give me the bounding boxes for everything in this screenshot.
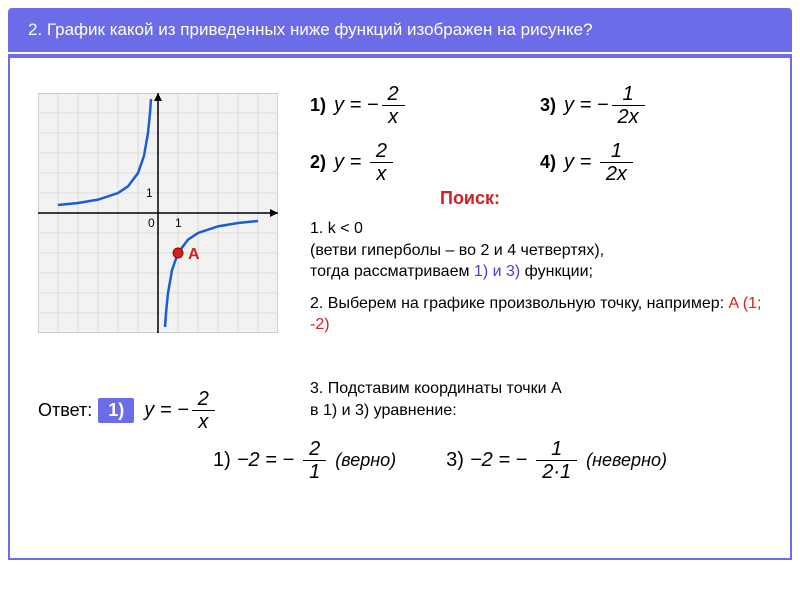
verify-3-frac: 12·1: [536, 438, 577, 483]
option-4-prefix: y =: [564, 151, 597, 173]
explanation-block: 1. k < 0 (ветви гиперболы – во 2 и 4 чет…: [310, 218, 770, 336]
search-heading: Поиск:: [440, 188, 500, 209]
functions-text: функции;: [525, 263, 593, 280]
option-1-prefix: y = −: [334, 94, 378, 116]
blue-and: и: [493, 263, 506, 280]
verify-1-result: (верно): [335, 450, 396, 471]
answer-prefix: y = −: [144, 399, 188, 421]
answer-label: Ответ:: [38, 400, 92, 421]
verify-1-lhs: −2 = −: [237, 449, 294, 472]
answer-badge: 1): [98, 398, 134, 423]
frac-num: 1: [600, 140, 633, 163]
option-2: 2) y = 2x: [310, 140, 540, 185]
option-4-formula: y = 12x: [564, 140, 636, 185]
frac-den: x: [370, 163, 393, 185]
branches-text: (ветви гиперболы – во 2 и 4 четвертях),: [310, 242, 604, 259]
svg-text:A: A: [188, 246, 200, 263]
option-1-frac: 2x: [382, 83, 405, 128]
answer-block: Ответ: 1) y = −2x: [38, 388, 218, 433]
step3-line2: в 1) и 3) уравнение:: [310, 402, 457, 419]
option-1-formula: y = −2x: [334, 83, 408, 128]
svg-text:1: 1: [146, 186, 153, 200]
hyperbola-graph: 0 1 1 A: [38, 93, 278, 333]
explain-step1: 1. k < 0 (ветви гиперболы – во 2 и 4 чет…: [310, 218, 770, 283]
option-3-label: 3): [540, 95, 556, 116]
option-3-formula: y = −12x: [564, 83, 648, 128]
frac-num: 1: [536, 438, 577, 461]
answer-options: 1) y = −2x 3) y = −12x 2) y = 2x 4) y = …: [310, 83, 770, 197]
frac-num: 2: [382, 83, 405, 106]
blue-three: 3): [506, 263, 525, 280]
option-1-label: 1): [310, 95, 326, 116]
answer-formula: y = −2x: [144, 388, 218, 433]
verification-row: 1) −2 = − 21 (верно) 3) −2 = − 12·1 (нев…: [160, 438, 720, 483]
verify-3-result: (неверно): [586, 450, 667, 471]
verify-1-label: 1): [213, 449, 231, 472]
content-frame: 011A 1) y = −2x 3) y = −12x 2) y = 2x 4)…: [8, 58, 792, 560]
k-condition: 1. k < 0: [310, 220, 363, 237]
option-3: 3) y = −12x: [540, 83, 770, 128]
frac-den: x: [192, 411, 215, 433]
answer-frac: 2x: [192, 388, 215, 433]
question-title: 2. График какой из приведенных ниже функ…: [8, 8, 792, 52]
frac-den: 2·1: [536, 461, 577, 483]
frac-den: 2x: [612, 106, 645, 128]
verify-1-frac: 21: [303, 438, 326, 483]
svg-text:0: 0: [148, 216, 155, 230]
frac-den: x: [382, 106, 405, 128]
option-2-label: 2): [310, 152, 326, 173]
frac-num: 1: [612, 83, 645, 106]
verify-3-lhs: −2 = −: [470, 449, 527, 472]
option-2-frac: 2x: [370, 140, 393, 185]
option-4-frac: 12x: [600, 140, 633, 185]
option-3-frac: 12x: [612, 83, 645, 128]
frac-num: 2: [370, 140, 393, 163]
option-2-formula: y = 2x: [334, 140, 396, 185]
frac-den: 2x: [600, 163, 633, 185]
explain-step3: 3. Подставим координаты точки А в 1) и 3…: [310, 378, 770, 421]
verify-3-label: 3): [446, 449, 464, 472]
frac-num: 2: [303, 438, 326, 461]
verify-3: 3) −2 = − 12·1 (неверно): [446, 438, 667, 483]
frac-den: 1: [303, 461, 326, 483]
blue-one: 1): [474, 263, 493, 280]
choose-point-text: 2. Выберем на графике произвольную точку…: [310, 295, 729, 312]
frac-num: 2: [192, 388, 215, 411]
step3-line1: 3. Подставим координаты точки А: [310, 380, 562, 397]
option-1: 1) y = −2x: [310, 83, 540, 128]
option-4: 4) y = 12x: [540, 140, 770, 185]
svg-text:1: 1: [175, 216, 182, 230]
option-3-prefix: y = −: [564, 94, 608, 116]
option-2-prefix: y =: [334, 151, 367, 173]
verify-1: 1) −2 = − 21 (верно): [213, 438, 396, 483]
explain-step2: 2. Выберем на графике произвольную точку…: [310, 293, 770, 336]
option-4-label: 4): [540, 152, 556, 173]
consider-text: тогда рассматриваем: [310, 263, 474, 280]
